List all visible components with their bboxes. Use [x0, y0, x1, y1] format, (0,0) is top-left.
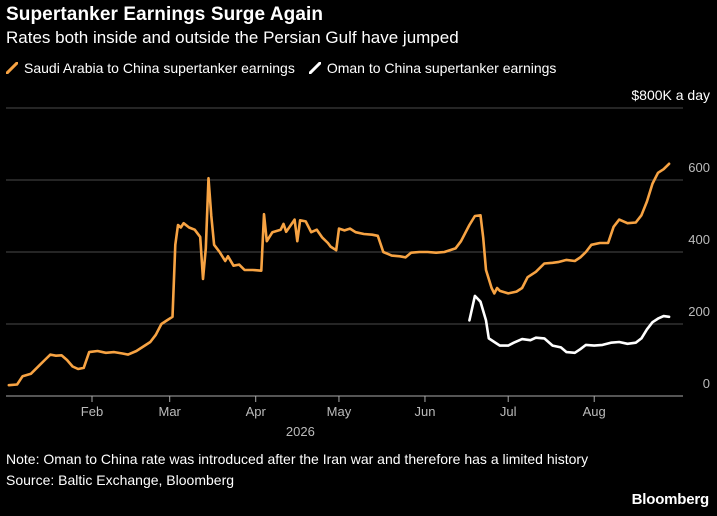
y-unit-label: $800K a day: [631, 87, 710, 103]
series-line-oman-china: [468, 294, 671, 355]
x-tick-label: Apr: [246, 404, 267, 419]
x-tick-label: Feb: [81, 404, 103, 419]
legend-label-oman: Oman to China supertanker earnings: [326, 60, 557, 76]
legend-item-oman: Oman to China supertanker earnings: [308, 60, 557, 76]
y-tick-label: 200: [688, 304, 710, 319]
legend-swatch-saudi-icon: [6, 62, 18, 74]
chart-legend: Saudi Arabia to China supertanker earnin…: [6, 60, 570, 76]
series-line-saudi-china: [7, 162, 671, 387]
x-year-label: 2026: [286, 424, 315, 439]
legend-item-saudi: Saudi Arabia to China supertanker earnin…: [6, 60, 295, 76]
legend-swatch-oman-icon: [308, 62, 321, 74]
x-tick-label: May: [327, 404, 352, 419]
axis-labels: 0 200 400 600 $800K a day Feb Mar Apr May Jun Jul A…: [81, 87, 710, 439]
chart-title: Supertanker Earnings Surge Again: [6, 4, 324, 25]
legend-label-saudi: Saudi Arabia to China supertanker earnin…: [24, 60, 295, 76]
x-tick-label: Aug: [583, 404, 606, 419]
series-lines: [7, 162, 671, 387]
chart-note: Note: Oman to China rate was introduced …: [6, 451, 589, 467]
brand-logo: Bloomberg: [631, 491, 710, 508]
y-tick-label: 400: [688, 232, 710, 247]
chart-source: Source: Baltic Exchange, Bloomberg: [6, 472, 235, 488]
y-tick-label: 600: [688, 160, 710, 175]
x-tick-label: Jun: [414, 404, 435, 419]
y-tick-label: 0: [703, 376, 710, 391]
x-tick-label: Jul: [500, 404, 517, 419]
axes: [6, 395, 683, 402]
gridlines: [6, 107, 683, 325]
x-tick-label: Mar: [159, 404, 182, 419]
chart-subtitle: Rates both inside and outside the Persia…: [6, 28, 459, 47]
